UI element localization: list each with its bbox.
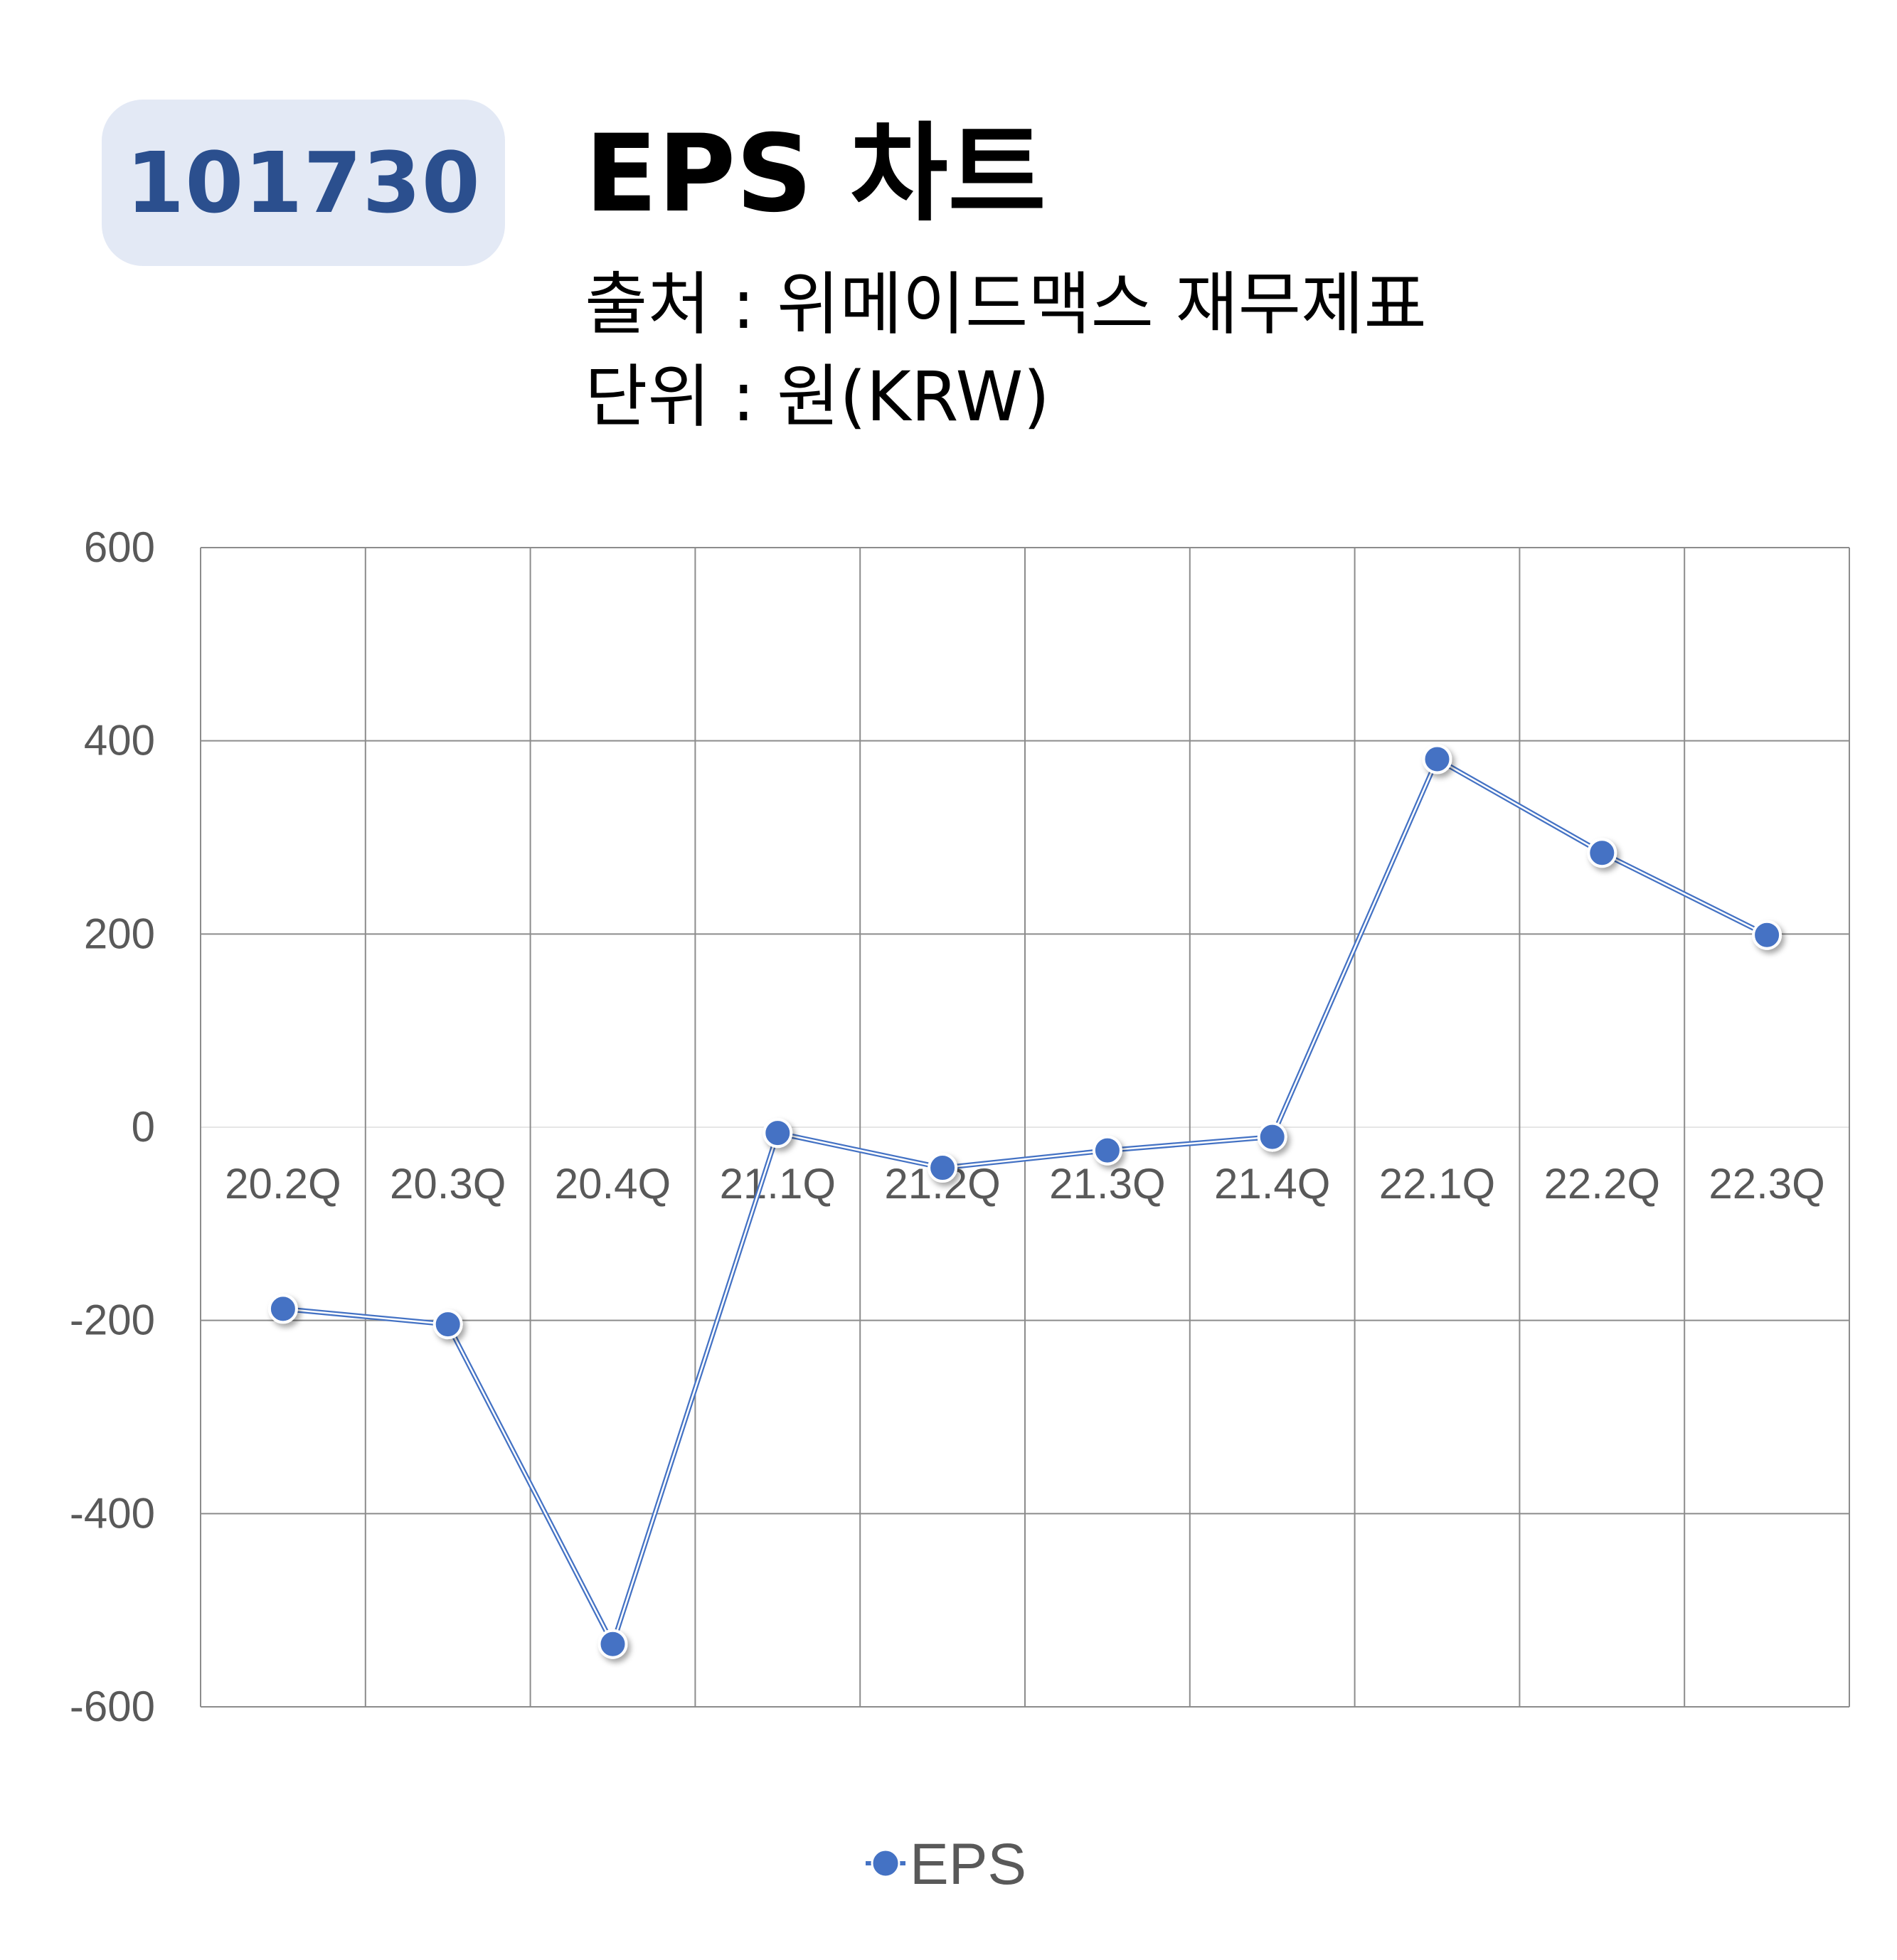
y-tick-label: 600 [84, 523, 155, 571]
eps-point [1257, 1122, 1287, 1152]
chart-title: EPS 차트 [585, 112, 1046, 236]
eps-point [1587, 838, 1617, 868]
x-tick-label: 22.3Q [1709, 1160, 1824, 1208]
eps-series [267, 744, 1782, 1659]
y-tick-label: 400 [84, 717, 155, 765]
source-line: 출처 : 위메이드맥스 재무제표 [585, 265, 1427, 344]
y-tick-label: -400 [70, 1489, 155, 1537]
legend-label: EPS [910, 1832, 1026, 1897]
eps-point [597, 1629, 628, 1659]
x-axis-ticks: 20.2Q 20.3Q 20.4Q 21.1Q 21.2Q 21.3Q 21.4Q 22.1Q… [225, 1160, 1825, 1208]
x-tick-label: 20.3Q [390, 1160, 506, 1208]
eps-point [1092, 1135, 1122, 1166]
legend-marker [871, 1848, 900, 1878]
x-tick-label: 21.1Q [720, 1160, 836, 1208]
unit-line: 단위 : 원(KRW) [585, 357, 1050, 437]
y-tick-label: -600 [70, 1683, 155, 1730]
eps-point [432, 1309, 463, 1340]
x-tick-label: 22.2Q [1544, 1160, 1660, 1208]
eps-point [1752, 920, 1782, 950]
eps-point [267, 1294, 298, 1324]
eps-point [1422, 744, 1452, 774]
stock-code: 101730 [126, 134, 481, 232]
x-tick-label: 21.3Q [1049, 1160, 1165, 1208]
x-tick-label: 20.4Q [555, 1160, 671, 1208]
eps-point [762, 1118, 793, 1149]
y-tick-label: 0 [132, 1103, 155, 1151]
x-tick-label: 22.1Q [1379, 1160, 1495, 1208]
legend: EPS [866, 1832, 1026, 1897]
y-tick-label: -200 [70, 1296, 155, 1344]
y-tick-label: 200 [84, 910, 155, 957]
x-tick-label: 20.2Q [225, 1160, 341, 1208]
x-tick-label: 21.4Q [1214, 1160, 1330, 1208]
eps-line-inner [282, 758, 1768, 1645]
eps-point [928, 1153, 958, 1183]
stock-code-badge: 101730 [102, 100, 505, 266]
y-axis-ticks: 600 400 200 0 -200 -400 -600 [70, 523, 155, 1730]
grid-lines [200, 547, 1850, 1708]
